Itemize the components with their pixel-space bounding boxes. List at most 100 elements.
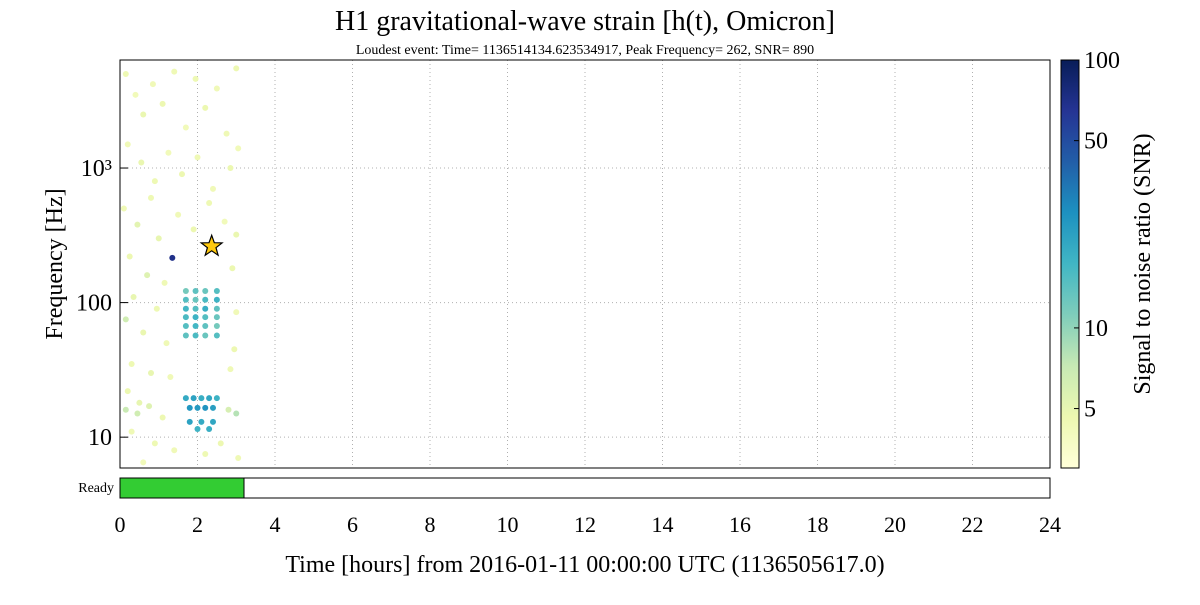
- trigger-point: [148, 194, 154, 201]
- trigger-point: [151, 440, 158, 447]
- trigger-point: [213, 287, 220, 294]
- x-axis-label: Time [hours] from 2016-01-11 00:00:00 UT…: [285, 552, 884, 578]
- trigger-point: [182, 314, 189, 321]
- trigger-point: [163, 340, 170, 347]
- trigger-point: [233, 231, 240, 238]
- trigger-point: [146, 403, 153, 410]
- x-tick-label: 22: [962, 512, 984, 537]
- trigger-point: [186, 404, 193, 411]
- x-tick-label: 4: [270, 512, 281, 537]
- trigger-point: [190, 395, 197, 402]
- trigger-point: [213, 332, 220, 339]
- trigger-point: [213, 323, 220, 330]
- trigger-point: [192, 296, 199, 303]
- y-axis-label: Frequency [Hz]: [42, 188, 68, 339]
- colorbar-tick-label: 50: [1084, 129, 1108, 155]
- trigger-point: [192, 75, 199, 82]
- trigger-point: [182, 395, 189, 402]
- trigger-point: [182, 296, 189, 303]
- trigger-point: [182, 287, 189, 294]
- trigger-point: [134, 221, 141, 228]
- trigger-point: [235, 455, 242, 462]
- chart-subtitle: Loudest event: Time= 1136514134.62353491…: [356, 43, 814, 58]
- trigger-point: [159, 414, 166, 421]
- trigger-point: [194, 425, 201, 432]
- trigger-point: [122, 70, 129, 77]
- x-tick-label: 12: [574, 512, 596, 537]
- trigger-point: [192, 305, 199, 312]
- colorbar: [1060, 59, 1080, 469]
- trigger-point: [179, 171, 185, 178]
- x-tick-label: 24: [1039, 512, 1061, 537]
- trigger-point: [149, 81, 156, 88]
- trigger-point: [128, 428, 135, 435]
- trigger-point: [128, 360, 135, 367]
- trigger-point: [192, 332, 199, 339]
- trigger-point: [165, 149, 172, 156]
- trigger-point: [202, 332, 209, 339]
- x-tick-label: 16: [729, 512, 751, 537]
- trigger-point: [192, 314, 199, 321]
- x-tick-label: 2: [192, 512, 203, 537]
- trigger-point: [213, 314, 220, 321]
- loudest-event-star: [199, 233, 224, 257]
- trigger-point: [213, 296, 220, 303]
- trigger-point: [148, 369, 154, 376]
- trigger-point: [206, 395, 213, 402]
- trigger-point: [161, 279, 168, 286]
- trigger-point: [153, 305, 160, 312]
- trigger-point: [159, 100, 166, 107]
- segment-label: Ready: [78, 481, 114, 496]
- trigger-point: [213, 395, 220, 402]
- trigger-point: [134, 410, 141, 417]
- trigger-point: [217, 440, 224, 447]
- trigger-point: [124, 141, 131, 148]
- trigger-point: [202, 314, 209, 321]
- segment-frame: [119, 477, 1051, 499]
- trigger-point: [120, 205, 127, 212]
- trigger-point: [122, 316, 129, 323]
- trigger-point: [202, 104, 209, 111]
- trigger-point: [182, 124, 189, 131]
- trigger-point: [151, 178, 158, 185]
- trigger-point: [227, 165, 234, 172]
- trigger-point: [155, 235, 162, 242]
- trigger-point: [144, 272, 151, 279]
- plot-frame: [119, 59, 1051, 469]
- trigger-point: [171, 447, 178, 454]
- x-tick-label: 18: [807, 512, 829, 537]
- y-tick-label: 10: [88, 425, 112, 451]
- trigger-point: [198, 395, 205, 402]
- trigger-point: [225, 406, 232, 413]
- trigger-point: [194, 404, 201, 411]
- trigger-point: [202, 404, 209, 411]
- trigger-point: [202, 450, 209, 457]
- trigger-point: [190, 226, 197, 233]
- trigger-point: [130, 294, 137, 301]
- trigger-point: [169, 254, 176, 261]
- trigger-point: [194, 154, 201, 161]
- trigger-point: [235, 145, 242, 152]
- trigger-point: [231, 346, 238, 353]
- trigger-point: [175, 211, 182, 218]
- trigger-point: [233, 65, 240, 72]
- trigger-point: [210, 418, 216, 425]
- trigger-point: [223, 130, 230, 137]
- colorbar-label: Signal to noise ratio (SNR): [1130, 133, 1156, 394]
- trigger-point: [213, 85, 220, 92]
- trigger-point: [221, 218, 228, 225]
- trigger-point: [202, 287, 209, 294]
- x-tick-label: 10: [497, 512, 519, 537]
- chart-title: H1 gravitational-wave strain [h(t), Omic…: [335, 6, 835, 37]
- trigger-point: [192, 287, 199, 294]
- trigger-point: [206, 425, 213, 432]
- trigger-point: [171, 68, 178, 75]
- trigger-point: [213, 305, 220, 312]
- colorbar-tick-label: 10: [1084, 316, 1108, 342]
- trigger-point: [210, 185, 216, 192]
- segment: [119, 477, 245, 499]
- trigger-point: [140, 111, 147, 118]
- trigger-point: [202, 296, 209, 303]
- trigger-point: [182, 305, 189, 312]
